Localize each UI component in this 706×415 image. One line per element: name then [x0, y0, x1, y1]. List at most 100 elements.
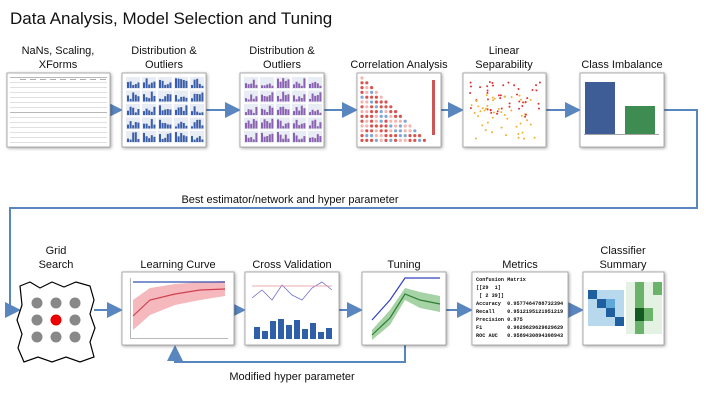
thumb-dot [398, 114, 402, 118]
thumb-dot [360, 114, 364, 118]
thumb-dot [360, 119, 364, 123]
thumb-shape [284, 108, 287, 115]
thumb-shape [127, 82, 129, 88]
thumb-shape [282, 126, 285, 129]
thumb-shape [294, 320, 300, 339]
thumb-shape [255, 120, 258, 129]
thumb-dot [365, 110, 369, 114]
thumb-shape [50, 79, 56, 80]
thumb-dot [486, 91, 489, 94]
thumb-shape [201, 125, 204, 129]
thumb-dot [374, 124, 378, 128]
thumb-shape [293, 123, 295, 129]
thumb-shape [164, 96, 167, 102]
thumb-shape [90, 79, 96, 80]
thumb-shape [137, 96, 140, 102]
thumb-shape [134, 84, 137, 88]
thumb-dot [389, 138, 393, 142]
thumb-shape [268, 105, 271, 115]
thumb-dot [389, 105, 393, 109]
thumb-shape [300, 98, 303, 102]
thumb-shape [127, 95, 129, 102]
thumb-shape [311, 93, 314, 102]
thumb-shape [261, 132, 263, 142]
thumb-shape [302, 329, 308, 339]
thumb-shape [625, 106, 655, 134]
thumb-shape [250, 94, 253, 102]
thumb-shape [180, 79, 183, 88]
thumb-dot [370, 124, 374, 128]
thumb-shape [644, 295, 653, 308]
thumb-shape [198, 119, 201, 129]
thumb-shape [271, 85, 274, 88]
thumb-dot [379, 100, 383, 104]
grid-dot [69, 314, 81, 326]
node-label: Correlation Analysis [350, 59, 448, 71]
thumb-shape [282, 138, 285, 142]
thumb-dot [517, 88, 520, 91]
thumb-dot [491, 131, 494, 134]
metrics-line: ROC AUC 0.9589430894308943 [476, 333, 563, 339]
thumb-shape [653, 308, 662, 321]
feedback-loop [167, 345, 406, 363]
thumb-shape [279, 120, 282, 129]
thumb-shape [161, 138, 164, 142]
metrics-line: F1 0.9629629629629629 [476, 325, 563, 331]
thumbnail [471, 271, 569, 346]
thumb-shape [143, 82, 145, 88]
thumb-dot [469, 81, 472, 84]
thumb-dot [370, 119, 374, 123]
node-label: Class Imbalance [581, 59, 662, 71]
thumb-shape [270, 321, 276, 339]
thumb-dot [360, 81, 364, 85]
thumb-dot [519, 98, 522, 101]
thumb-shape [263, 136, 266, 142]
thumb-shape [153, 124, 156, 129]
thumb-shape [177, 78, 180, 88]
thumb-shape [180, 107, 183, 115]
thumb-shape [191, 111, 193, 115]
thumb-dot [521, 105, 524, 108]
thumb-shape [250, 83, 253, 88]
thumb-shape [250, 123, 253, 129]
thumb-shape [150, 82, 153, 88]
thumb-shape [615, 317, 624, 326]
thumb-dot [398, 134, 402, 138]
thumb-shape [298, 83, 301, 88]
thumb-shape [10, 142, 107, 143]
thumb-dot [394, 134, 398, 138]
thumb-shape [148, 138, 151, 142]
thumb-shape [653, 282, 662, 295]
thumb-shape [193, 139, 196, 142]
grid-dot [50, 331, 62, 343]
thumb-dot [403, 124, 407, 128]
thumb-shape [182, 80, 185, 88]
grid-dot [31, 297, 43, 309]
thumb-dot [529, 98, 532, 101]
thumb-shape [626, 308, 635, 321]
thumb-dot [522, 101, 525, 104]
thumb-dot [370, 105, 374, 109]
thumb-dot [360, 95, 364, 99]
thumb-dot [500, 126, 503, 129]
thumb-dot [384, 110, 388, 114]
thumb-shape [129, 106, 132, 115]
thumb-shape [309, 137, 311, 142]
thumb-dot [394, 114, 398, 118]
thumb-dot [535, 84, 538, 87]
thumb-shape [166, 94, 169, 102]
thumb-shape [70, 79, 76, 80]
thumbnail [6, 72, 111, 148]
thumb-shape [132, 107, 135, 115]
thumb-shape [420, 322, 440, 332]
thumb-line [132, 288, 226, 317]
thumb-shape [129, 81, 132, 88]
thumb-shape [130, 278, 131, 338]
thumb-shape [255, 132, 258, 142]
thumb-dot [365, 114, 369, 118]
thumb-shape [303, 123, 306, 129]
thumb-dot [493, 97, 496, 100]
thumb-shape [164, 84, 167, 88]
thumb-dot [403, 138, 407, 142]
